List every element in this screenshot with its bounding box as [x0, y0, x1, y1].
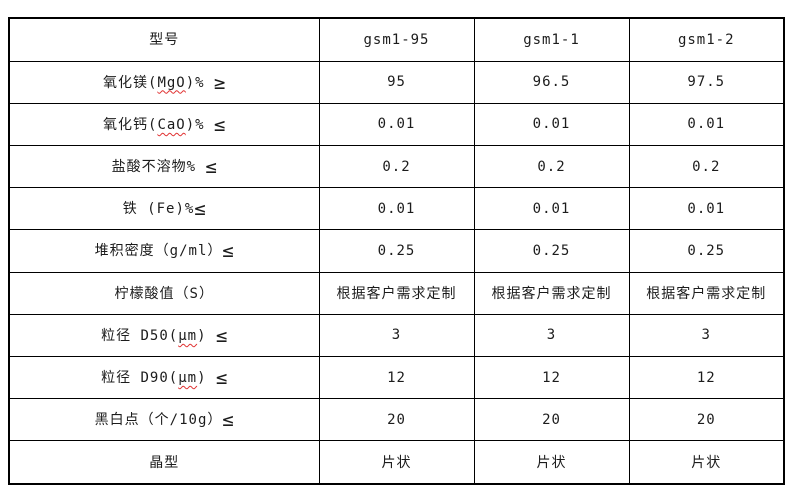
- label-text: 粒径 D50(: [101, 327, 179, 344]
- label-text: 铁 (Fe)%: [122, 201, 195, 218]
- cell-value: 95: [318, 60, 475, 104]
- cell-value: 0.25: [318, 229, 475, 273]
- cell-value: 0.2: [473, 145, 630, 189]
- product-spec-table: 型号 gsm1-95 gsm1-1 gsm1-2 氧化镁(MgO)% ≥ 95 …: [8, 17, 785, 485]
- comparison-symbol: ≤: [215, 367, 228, 390]
- table-row-cao: 氧化钙(CaO)% ≤ 0.01 0.01 0.01: [8, 102, 785, 147]
- comparison-symbol: ≤: [194, 198, 206, 221]
- label-squiggle-text: μm: [178, 370, 198, 387]
- label-text: 黑白点（个/10g）: [94, 412, 223, 429]
- cell-value: 0.01: [473, 187, 630, 231]
- column-header-gsm1-2: gsm1-2: [628, 17, 785, 62]
- cell-value: 片状: [473, 440, 630, 485]
- label-text: 盐酸不溶物%: [111, 159, 206, 176]
- label-text: 氧化钙(: [103, 116, 158, 133]
- label-squiggle-text: μm: [178, 327, 198, 344]
- label-text: 型号: [149, 32, 180, 49]
- label-text: 晶型: [149, 454, 180, 471]
- cell-value: 根据客户需求定制: [628, 271, 785, 315]
- table-row-bulk-density: 堆积密度（g/ml）≤ 0.25 0.25 0.25: [8, 229, 785, 273]
- row-label: 氧化钙(CaO)% ≤: [8, 102, 320, 147]
- cell-value: 20: [473, 398, 630, 442]
- cell-value: 3: [473, 313, 630, 357]
- cell-value: 96.5: [473, 60, 630, 104]
- row-label: 铁 (Fe)%≤: [8, 187, 320, 231]
- table-row-d90: 粒径 D90(μm) ≤ 12 12 12: [8, 355, 785, 400]
- label-text: 堆积密度（g/ml）: [94, 243, 223, 260]
- row-label: 晶型: [8, 440, 320, 485]
- row-label: 粒径 D50(μm) ≤: [8, 313, 320, 357]
- label-text: )%: [185, 74, 215, 91]
- table-row-citric-acid-value: 柠檬酸值（S） 根据客户需求定制 根据客户需求定制 根据客户需求定制: [8, 271, 785, 315]
- cell-value: 20: [318, 398, 475, 442]
- cell-value: 3: [318, 313, 475, 357]
- cell-value: 0.2: [628, 145, 785, 189]
- cell-value: 0.01: [628, 102, 785, 147]
- table-row-mgo: 氧化镁(MgO)% ≥ 95 96.5 97.5: [8, 60, 785, 104]
- table-row-crystal-form: 晶型 片状 片状 片状: [8, 440, 785, 485]
- cell-value: 0.01: [318, 187, 475, 231]
- label-text: ): [197, 370, 216, 387]
- label-squiggle-text: CaO: [157, 116, 186, 133]
- label-text: 氧化镁(: [103, 74, 158, 91]
- comparison-symbol: ≤: [222, 409, 234, 432]
- label-text: 粒径 D90(: [101, 370, 179, 387]
- cell-value: 3: [628, 313, 785, 357]
- comparison-symbol: ≤: [205, 156, 217, 179]
- table-row-fe: 铁 (Fe)%≤ 0.01 0.01 0.01: [8, 187, 785, 231]
- row-label: 型号: [8, 17, 320, 62]
- cell-value: 0.01: [473, 102, 630, 147]
- cell-value: 0.01: [318, 102, 475, 147]
- comparison-symbol: ≤: [214, 113, 226, 136]
- cell-value: 20: [628, 398, 785, 442]
- cell-value: 0.25: [628, 229, 785, 273]
- row-label: 黑白点（个/10g）≤: [8, 398, 320, 442]
- comparison-symbol: ≤: [222, 240, 234, 263]
- label-text: 柠檬酸值（S）: [114, 285, 214, 302]
- row-label: 盐酸不溶物% ≤: [8, 145, 320, 189]
- cell-value: 根据客户需求定制: [473, 271, 630, 315]
- row-label: 氧化镁(MgO)% ≥: [8, 60, 320, 104]
- row-label: 堆积密度（g/ml）≤: [8, 229, 320, 273]
- row-label: 粒径 D90(μm) ≤: [8, 355, 320, 400]
- comparison-symbol: ≥: [214, 71, 226, 94]
- cell-value: 片状: [318, 440, 475, 485]
- cell-value: 12: [628, 355, 785, 400]
- table-row-black-white-spots: 黑白点（个/10g）≤ 20 20 20: [8, 398, 785, 442]
- table-row-d50: 粒径 D50(μm) ≤ 3 3 3: [8, 313, 785, 357]
- cell-value: 0.25: [473, 229, 630, 273]
- cell-value: 0.2: [318, 145, 475, 189]
- cell-value: 97.5: [628, 60, 785, 104]
- cell-value: 0.01: [628, 187, 785, 231]
- table-row-model: 型号 gsm1-95 gsm1-1 gsm1-2: [8, 17, 785, 62]
- label-text: ): [197, 327, 216, 344]
- column-header-gsm1-95: gsm1-95: [318, 17, 475, 62]
- comparison-symbol: ≤: [215, 324, 228, 347]
- cell-value: 12: [473, 355, 630, 400]
- table-row-hcl-insoluble: 盐酸不溶物% ≤ 0.2 0.2 0.2: [8, 145, 785, 189]
- cell-value: 12: [318, 355, 475, 400]
- label-squiggle-text: MgO: [157, 74, 186, 91]
- column-header-gsm1-1: gsm1-1: [473, 17, 630, 62]
- cell-value: 根据客户需求定制: [318, 271, 475, 315]
- row-label: 柠檬酸值（S）: [8, 271, 320, 315]
- label-text: )%: [185, 116, 215, 133]
- cell-value: 片状: [628, 440, 785, 485]
